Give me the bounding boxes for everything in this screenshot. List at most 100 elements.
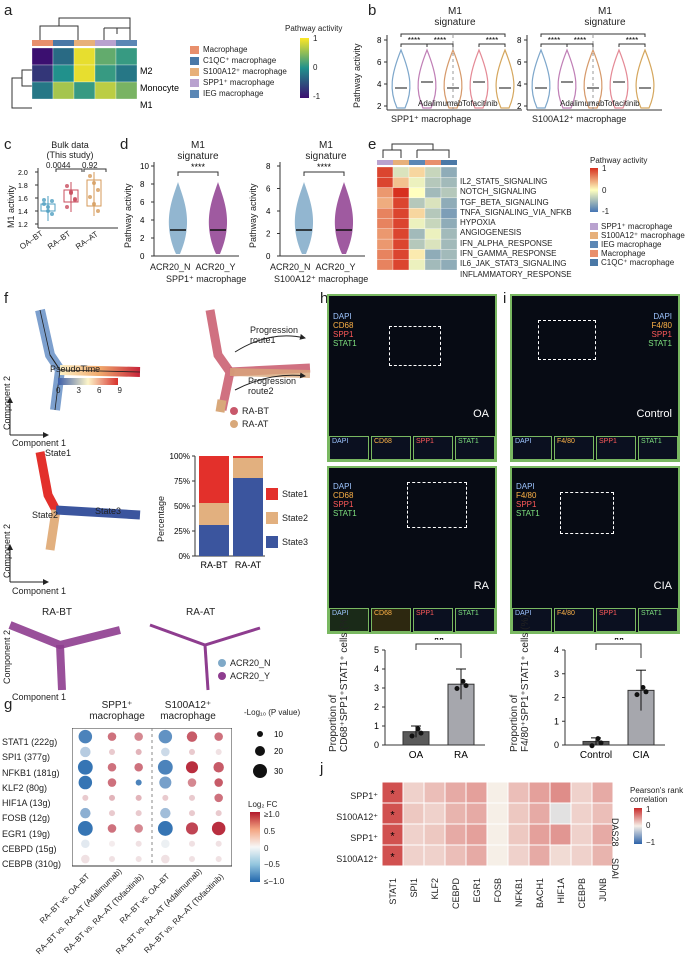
legend-a: Macrophage C1QC⁺ macrophage S100A12⁺ macro…: [190, 44, 320, 99]
j-legend-line: correlation: [630, 795, 668, 804]
legend-item: Macrophage: [590, 249, 685, 258]
annotation-cell: [377, 160, 393, 165]
strip-label: CD68: [374, 438, 392, 445]
sig-label: ****: [626, 36, 638, 45]
x-tick-label: CIA: [633, 750, 650, 761]
x-tick-label: RA: [454, 750, 468, 761]
y-tick-label: 3: [554, 669, 559, 679]
heatmap-cell: [423, 823, 446, 846]
j-legend-title: Pearson's rank correlation: [630, 786, 683, 804]
heatmap-cell: [408, 197, 426, 209]
dot: [214, 793, 223, 803]
pt-tick: 6: [97, 386, 102, 395]
f-state-legend: State1 State2 State3: [266, 482, 308, 554]
dot: [185, 822, 199, 835]
colorbar-a-tick: 0: [313, 63, 318, 72]
dot: [162, 794, 169, 801]
dot: [135, 856, 142, 863]
heatmap-cell: [392, 197, 410, 209]
f-comp2: Component 2: [2, 375, 12, 430]
j-col-label: SPI1: [408, 878, 419, 898]
annotation-cell: [116, 40, 137, 46]
dot: [135, 748, 142, 755]
dot: [187, 778, 197, 787]
f-comp2: Component 2: [2, 523, 12, 578]
y-tick-label: 10: [140, 162, 149, 171]
violin: [635, 48, 655, 109]
g-gene-label: CEBPB (310g): [2, 859, 62, 870]
heatmap-cell: [465, 782, 488, 804]
y-tick-label: 1: [374, 721, 379, 731]
dot: [215, 840, 222, 847]
dot: [185, 761, 199, 774]
x-tick-label: OA: [409, 750, 424, 761]
dot: [108, 748, 116, 755]
heatmap-cell: [94, 47, 117, 66]
significance-star: *: [390, 810, 395, 822]
sig-bracket: [303, 171, 345, 176]
legend-item: S100A12⁺ macrophage: [190, 66, 320, 77]
b-title-line: signature: [434, 17, 476, 28]
y-tick-label: 1.6: [18, 196, 28, 203]
heatmap-cell: [73, 64, 96, 83]
x-tick-label: RA-BT: [201, 560, 229, 570]
dot: [82, 794, 89, 801]
sig-bracket: [595, 643, 642, 658]
y-tick-label: 5: [374, 645, 379, 655]
data-point: [598, 740, 604, 746]
panel-label-a: a: [4, 2, 13, 19]
zoom-box: [560, 492, 614, 534]
micrograph-ra: DAPI CD68 SPP1 STAT1 RA DAPI CD68 SPP1 S…: [327, 466, 497, 634]
heatmap-cell: [444, 823, 467, 846]
sig-bracket: [478, 43, 506, 47]
y-tick-label: 2: [140, 234, 145, 243]
heatmap-cell: [31, 81, 54, 100]
d-title-line: M1: [191, 140, 205, 151]
panel-label-c: c: [4, 136, 12, 153]
legend-swatch: [266, 488, 278, 500]
heatmap-cell: [486, 782, 509, 804]
heatmap-cell: [73, 47, 96, 66]
legend-swatch: [218, 671, 226, 680]
trajectory-group: [205, 309, 311, 413]
d-title-line: signature: [305, 151, 347, 162]
dot: [214, 778, 223, 787]
y-tick-label: 6: [377, 58, 382, 67]
y-tick-label: 4: [266, 207, 271, 216]
annotation-cell: [393, 160, 409, 165]
strip-label: DAPI: [515, 438, 532, 445]
violin: [495, 48, 515, 109]
heatmap-cell: [408, 177, 426, 188]
annotation-cell: [409, 160, 425, 165]
g-header-line: macrophage: [160, 711, 216, 722]
heatmap-cell: [402, 802, 425, 825]
j-col-label: FOSB: [492, 878, 503, 903]
stain-label: F4/80: [516, 491, 537, 500]
d-title: M1 signature: [148, 140, 248, 162]
y-tick-label: 2: [377, 102, 382, 111]
sig-label: ****: [486, 36, 498, 45]
g-header-line: S100A12⁺: [164, 700, 212, 711]
y-tick-label: 8: [140, 180, 145, 189]
y-tick-label: 1.4: [18, 209, 28, 216]
heatmap-cell: [486, 823, 509, 846]
legend-item: Macrophage: [190, 44, 320, 55]
dot: [161, 839, 170, 849]
strip-label: DAPI: [515, 610, 532, 617]
j-col-labels: STAT1 SPI1 KLF2 CEBPD EGR1 FOSB NFKB1 BACH1 HIF1…: [382, 876, 614, 946]
violin: [531, 48, 551, 109]
y-tick-label: 2: [266, 230, 271, 239]
heatmap-cell: [507, 844, 530, 867]
heatmap-cell: [528, 782, 551, 804]
g-gene-label: SPI1 (377g): [2, 752, 51, 763]
j-colorbar-tick: 1: [646, 805, 651, 814]
stain-label: DAPI: [653, 312, 672, 321]
micro-tag: CIA: [653, 580, 672, 592]
legend-item: IEG macrophage: [190, 88, 320, 99]
dot: [108, 856, 116, 863]
annotation-cell: [53, 40, 74, 46]
f-state-label: State3: [95, 506, 122, 516]
legend-swatch: [590, 259, 598, 266]
micrograph-control: DAPI F4/80 SPP1 STAT1 Control DAPI F4/80…: [510, 294, 680, 462]
heatmap-cell: [424, 249, 442, 260]
